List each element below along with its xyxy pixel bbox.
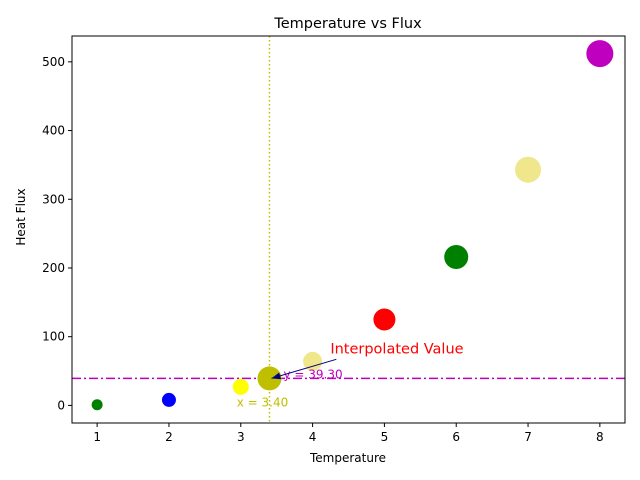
data-point-5 xyxy=(373,308,396,331)
y-tick-label-0: 0 xyxy=(57,398,65,412)
x-tick-label-3: 3 xyxy=(237,430,245,444)
annotation-arrow-line xyxy=(271,358,337,379)
data-point-3 xyxy=(232,378,249,395)
y-axis-label: Heat Flux xyxy=(14,188,28,245)
annotation-text: Interpolated Value xyxy=(330,341,463,357)
x-tick-label-5: 5 xyxy=(381,430,389,444)
y-value-label: y = 39.30 xyxy=(284,367,343,381)
data-point-6 xyxy=(444,244,469,269)
data-point-4 xyxy=(303,351,323,371)
plot-frame xyxy=(71,35,626,424)
plot-area: x = 3.40 y = 39.30 Interpolated Value xyxy=(72,36,625,423)
x-value-label: x = 3.40 xyxy=(237,395,289,409)
y-tick-label-400: 400 xyxy=(42,124,65,138)
data-point-1 xyxy=(91,399,103,411)
axes: 1 2 3 4 5 6 7 8 0 100 200 300 400 500 xyxy=(42,35,626,444)
x-tick-label-7: 7 xyxy=(524,430,532,444)
x-tick-label-2: 2 xyxy=(165,430,173,444)
annotation-arrow-head xyxy=(271,372,282,380)
data-point-7 xyxy=(515,156,542,183)
y-tick-label-300: 300 xyxy=(42,192,65,206)
data-point-2 xyxy=(161,392,176,407)
chart-title: Temperature vs Flux xyxy=(273,16,422,32)
x-tick-label-6: 6 xyxy=(452,430,460,444)
interpolated-point xyxy=(257,366,282,391)
x-tick-label-4: 4 xyxy=(309,430,317,444)
x-tick-label-1: 1 xyxy=(93,430,101,444)
plot-inner xyxy=(72,36,625,423)
y-tick-label-200: 200 xyxy=(42,261,65,275)
x-tick-label-8: 8 xyxy=(596,430,604,444)
y-tick-label-100: 100 xyxy=(42,330,65,344)
data-point-8 xyxy=(586,40,614,68)
x-axis-label: Temperature xyxy=(309,451,386,465)
y-tick-label-500: 500 xyxy=(42,55,65,69)
